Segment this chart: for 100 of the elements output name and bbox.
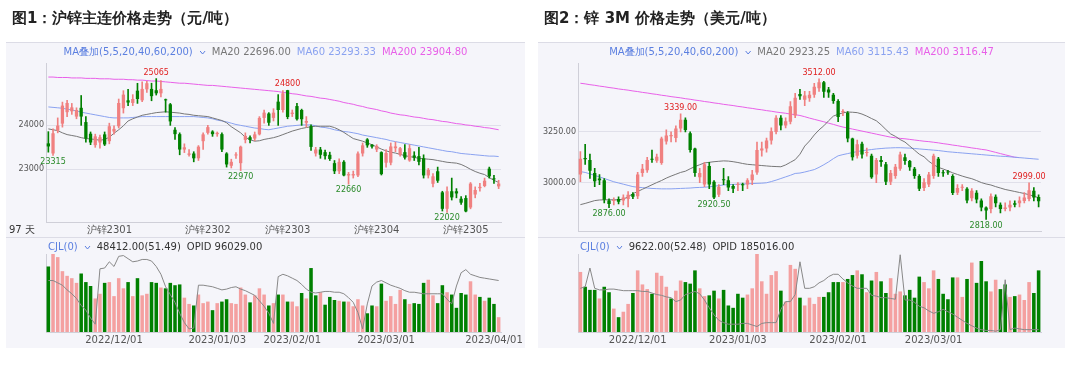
bar (855, 270, 860, 332)
text: MA200 23904.80 (381, 46, 468, 58)
x-tick-label: 2023/03/01 (904, 333, 963, 345)
text: 48412.00(51.49) (96, 241, 181, 253)
text: MA20 2923.25 (757, 46, 831, 58)
bar (281, 294, 285, 332)
text: MA60 23293.33 (296, 46, 376, 58)
candlestick (1003, 202, 1007, 212)
candlestick (159, 80, 163, 98)
x-tick-label: 2022/12/01 (608, 333, 667, 345)
x-tick-label: 沪锌2302 (185, 223, 231, 235)
annotation: 2920.50 (697, 199, 731, 209)
bar (612, 308, 616, 332)
candlestick (492, 175, 496, 184)
annotation: 23315 (40, 156, 66, 166)
bar (370, 305, 374, 332)
bar (631, 293, 635, 332)
bar (131, 296, 135, 332)
bar (1027, 282, 1031, 332)
bar (864, 292, 869, 332)
bar (215, 303, 219, 332)
candlestick (478, 183, 482, 192)
bar (309, 268, 313, 332)
y-tick-label: 23000 (18, 164, 44, 174)
candlestick (736, 182, 740, 191)
bar (965, 278, 969, 332)
bar (276, 294, 280, 332)
bar (907, 289, 912, 332)
text: OPID 96029.00 (186, 241, 263, 253)
bar (836, 282, 840, 332)
annotation: 2876.00 (592, 208, 626, 218)
annotation: 22970 (227, 171, 254, 181)
bar (478, 296, 482, 332)
bar (860, 274, 864, 332)
bar (774, 271, 778, 332)
annotation: 22660 (335, 185, 362, 195)
bar (1012, 296, 1017, 332)
x-tick-label: 2022/12/01 (85, 333, 143, 345)
candlestick (126, 89, 130, 106)
bar (717, 298, 721, 332)
annotation: 25065 (143, 67, 169, 77)
y-tick-label: 24000 (18, 120, 44, 130)
x-tick-label: 2023/02/01 (263, 333, 322, 345)
y-tick-label: 3000.00 (542, 177, 576, 187)
bar (154, 282, 158, 332)
text: MA200 3116.47 (914, 46, 994, 58)
candlestick (583, 143, 587, 165)
candlestick (154, 78, 158, 96)
y-tick-label: 3250.00 (542, 126, 576, 136)
x-tick-label: 2023/03/01 (357, 333, 415, 345)
bar (220, 301, 224, 332)
bar (398, 289, 402, 332)
candlestick (960, 184, 964, 191)
x-tick-label: 2023/04/01 (465, 333, 523, 345)
text: 97 天 (9, 224, 35, 236)
bar (602, 286, 607, 332)
bar (841, 282, 845, 332)
bar (626, 303, 630, 332)
bar (697, 288, 702, 332)
candlestick (841, 109, 845, 117)
candlestick (1013, 200, 1017, 208)
text: CJL(0) (580, 241, 610, 253)
annotation: 3339.00 (664, 102, 698, 112)
x-tick-label: 沪锌2305 (443, 223, 489, 235)
candlestick (650, 149, 654, 163)
x-tick-label: 沪锌2301 (86, 223, 133, 235)
bar (173, 285, 177, 332)
bar (779, 290, 783, 332)
bar (403, 299, 407, 332)
bar (669, 298, 673, 332)
x-tick-label: 沪锌2304 (353, 223, 400, 235)
x-tick-label: 沪锌2303 (264, 223, 311, 235)
candlestick (741, 182, 745, 191)
bar (159, 287, 163, 332)
bar (650, 293, 654, 332)
legend-title: MA叠加(5,5,20,40,60,200) (63, 46, 193, 58)
text: MA20 22696.00 (211, 46, 291, 58)
bar (898, 291, 902, 332)
chart-title: 图2：锌 3M 价格走势（美元/吨） (544, 9, 776, 28)
annotation: 2818.00 (969, 220, 1003, 230)
bar (798, 297, 802, 332)
bar (248, 302, 252, 332)
annotation: 3512.00 (802, 67, 836, 77)
candlestick (612, 197, 616, 206)
bar (793, 268, 797, 332)
x-tick-label: 2023/01/03 (188, 333, 247, 345)
bar (342, 301, 346, 332)
bar (337, 300, 341, 332)
bar (126, 282, 130, 332)
candlestick (946, 170, 950, 175)
x-tick-label: 2023/01/03 (709, 333, 767, 345)
bar (970, 262, 974, 332)
bar (295, 306, 299, 332)
annotation: 24800 (274, 79, 301, 89)
bar (917, 276, 922, 332)
bar (445, 292, 449, 332)
candlestick (626, 191, 630, 208)
text: 9622.00(52.48) (628, 241, 707, 253)
candlestick (879, 155, 883, 167)
bar (51, 254, 55, 332)
